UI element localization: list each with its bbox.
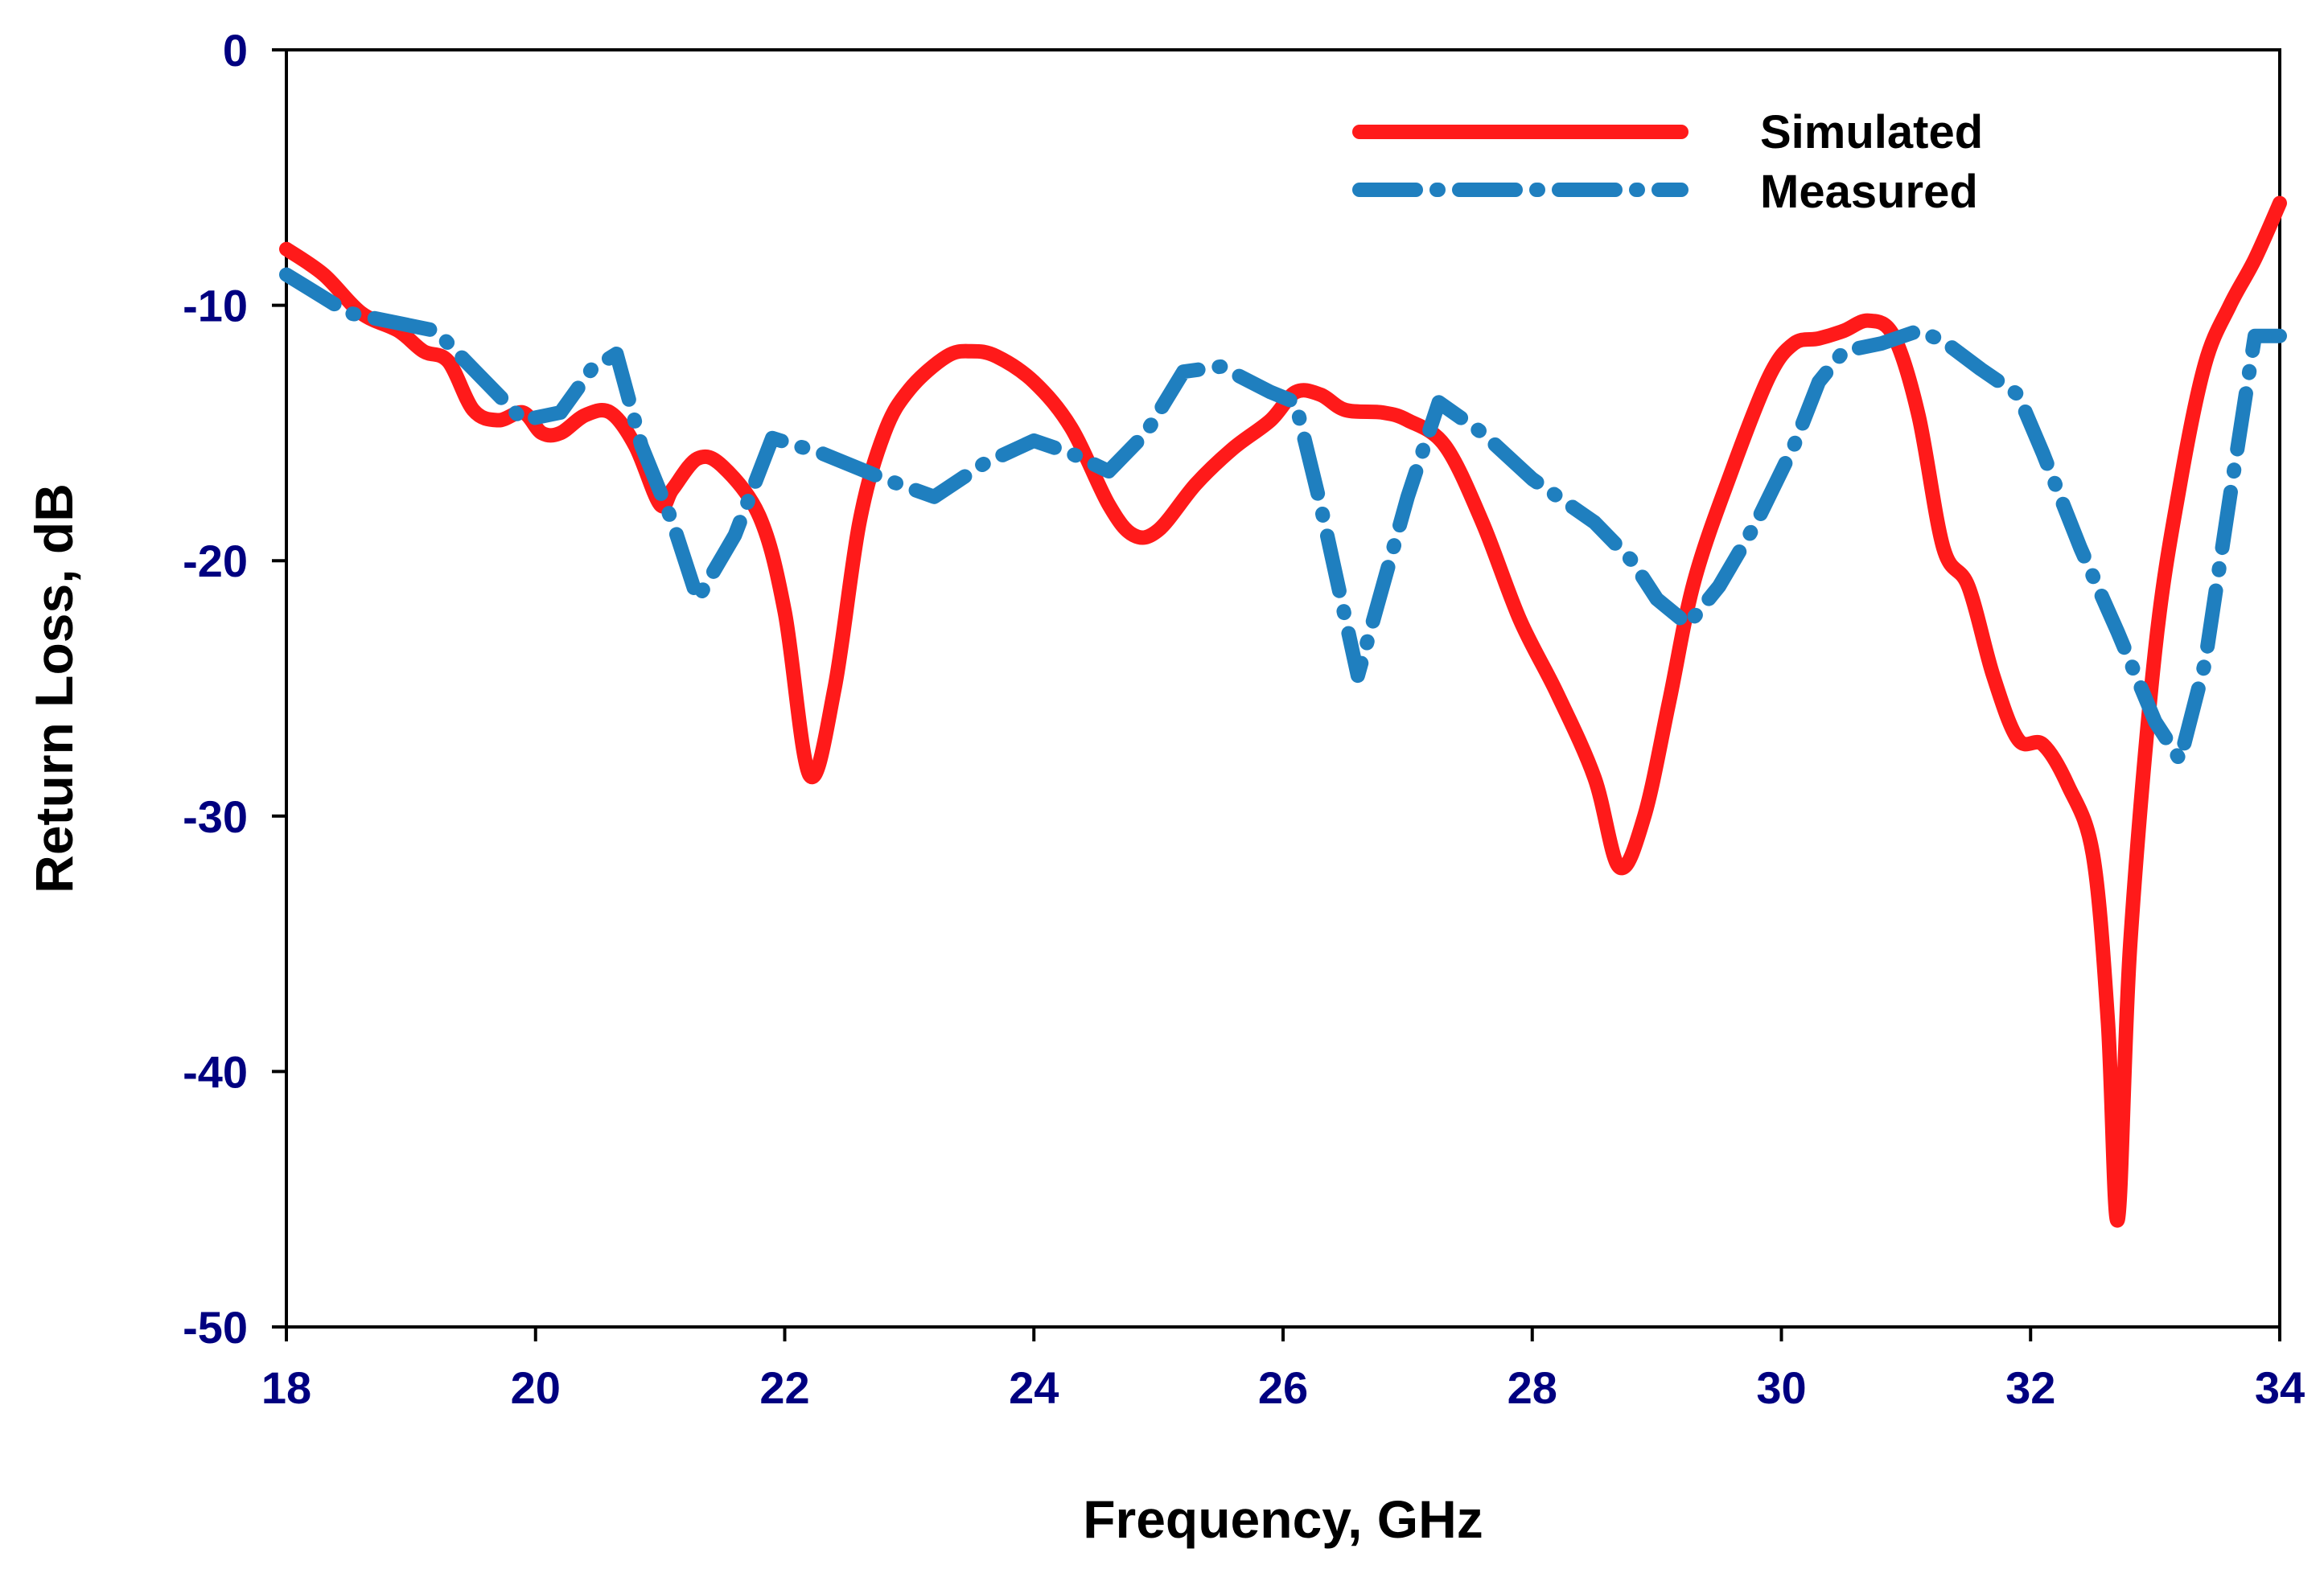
y-tick-label-2: -20	[183, 536, 248, 586]
series-line-measured	[279, 267, 2287, 767]
x-tick-label-4: 26	[1258, 1362, 1308, 1413]
y-tick-label-1: -10	[183, 281, 248, 331]
legend-label-measured: Measured	[1760, 166, 1978, 218]
plot-frame	[285, 48, 2281, 1329]
axis-ticks	[272, 48, 2281, 1341]
y-tick-label-4: -40	[183, 1046, 248, 1097]
y-tick-label-3: -30	[183, 791, 248, 842]
y-tick-label-0: 0	[223, 25, 248, 76]
x-axis-title: Frequency, GHz	[1083, 1489, 1483, 1549]
tick-labels: 18 20 22 24 26 28 30 32 34 0 -10 -20 -30 -40 -50	[183, 25, 2305, 1413]
legend-label-simulated: Simulated	[1760, 106, 1983, 158]
x-tick-label-6: 30	[1756, 1362, 1806, 1413]
x-tick-label-1: 20	[511, 1362, 561, 1413]
x-tick-label-5: 28	[1508, 1362, 1557, 1413]
x-tick-label-7: 32	[2005, 1362, 2055, 1413]
series-layer	[279, 195, 2287, 1228]
x-tick-label-0: 18	[261, 1362, 311, 1413]
x-tick-label-2: 22	[759, 1362, 809, 1413]
y-axis-title: Return Loss, dB	[24, 483, 84, 893]
legend: Simulated Measured	[1352, 106, 1983, 218]
x-tick-label-3: 24	[1009, 1362, 1059, 1413]
series-line-simulated	[279, 195, 2287, 1228]
x-tick-label-8: 34	[2255, 1362, 2305, 1413]
y-tick-label-5: -50	[183, 1302, 248, 1353]
